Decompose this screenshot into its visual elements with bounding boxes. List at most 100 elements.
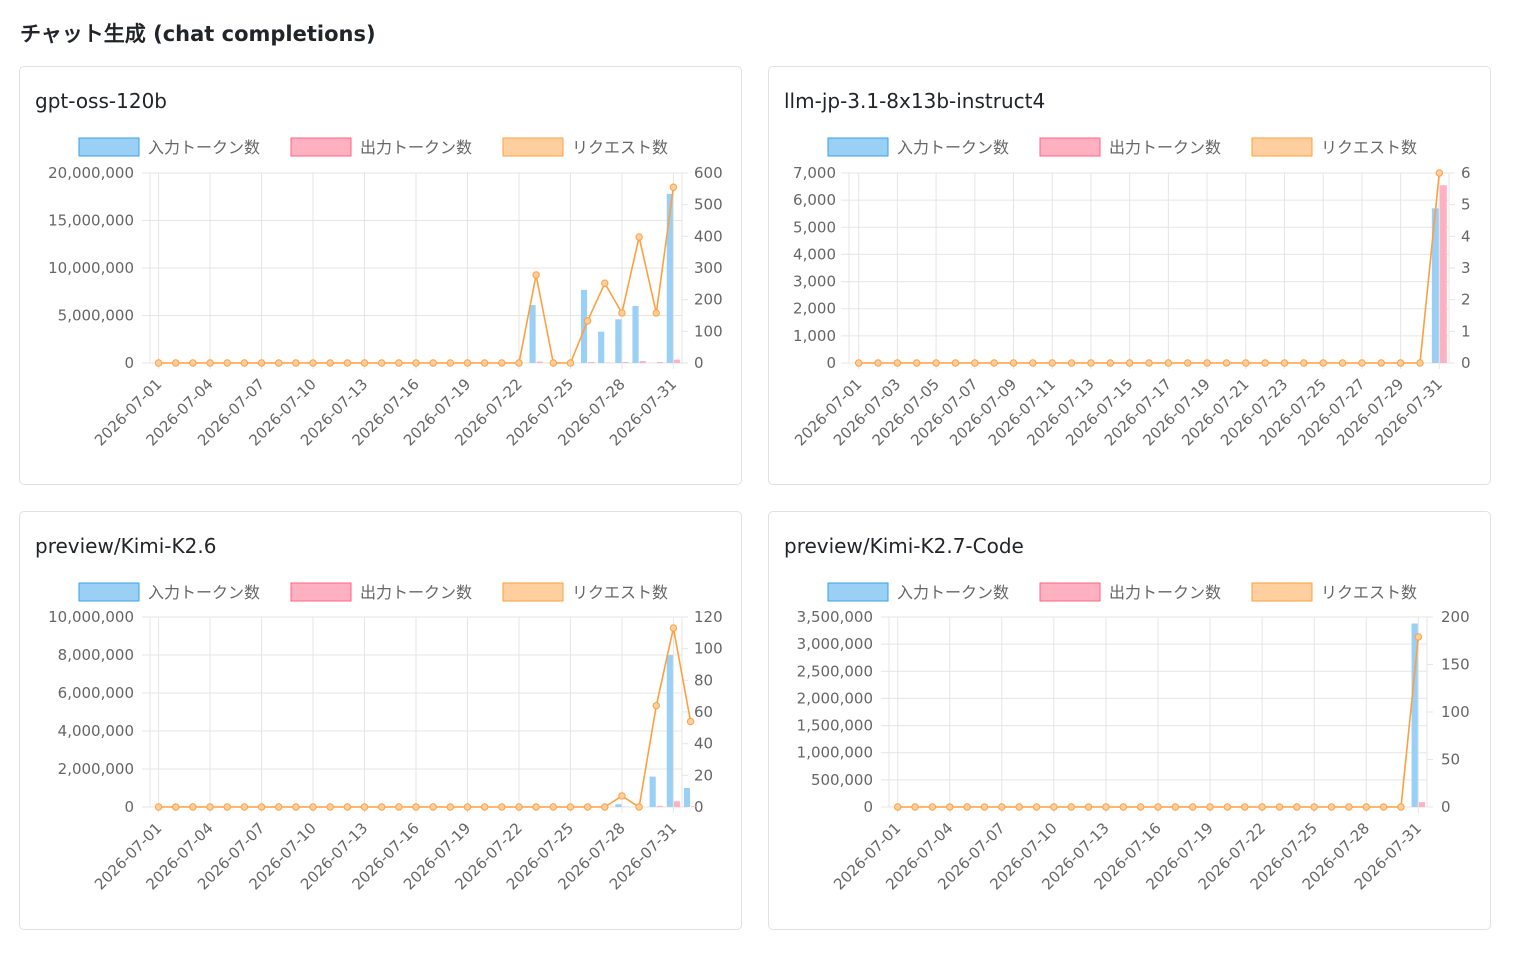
bar-output-tokens (622, 362, 629, 363)
bar-input-tokens (598, 331, 605, 363)
y-tick-label-right: 100 (1441, 703, 1470, 721)
y-tick-label-right: 5 (1461, 196, 1471, 214)
point-requests (326, 803, 334, 811)
y-tick-label-right: 1 (1461, 322, 1471, 340)
point-requests (1145, 359, 1153, 367)
bar-output-tokens (656, 362, 663, 363)
bar-output-tokens (673, 801, 681, 807)
y-tick-label-right: 0 (694, 354, 704, 372)
point-requests (893, 359, 902, 367)
legend-swatch-output (1039, 582, 1101, 602)
point-requests (189, 359, 197, 367)
point-requests (1377, 359, 1385, 367)
point-requests (1338, 359, 1347, 367)
bar-input-tokens (529, 305, 536, 363)
y-tick-label-right: 3 (1461, 259, 1471, 277)
point-requests (946, 803, 954, 811)
point-requests (1032, 803, 1041, 811)
point-requests (913, 359, 921, 367)
point-requests (669, 183, 678, 191)
chart-canvas: 入力トークン数 出力トークン数 リクエスト数 0 5,000,000 10,000,000… (48, 137, 723, 449)
point-requests (257, 359, 266, 367)
point-requests (1119, 803, 1127, 811)
bar-input-tokens (666, 193, 673, 363)
point-requests (429, 803, 437, 811)
point-requests (1125, 359, 1134, 367)
y-tick-label-right: 400 (694, 227, 723, 245)
point-requests (1106, 359, 1114, 367)
point-requests (1171, 803, 1180, 811)
y-tick-label-left: 0 (826, 354, 836, 372)
point-requests (412, 359, 420, 367)
chart-card-kimi-k2-6: preview/Kimi-K2.6 入力トークン数 出力トークン数 リクエスト数 0 2… (19, 511, 742, 930)
chart-canvas: 入力トークン数 出力トークン数 リクエスト数 0 1,000 2,000 3,000 4,00… (791, 137, 1471, 449)
point-requests (343, 803, 352, 811)
point-requests (206, 803, 214, 811)
point-requests (1206, 803, 1214, 811)
legend-swatch-input (78, 582, 140, 602)
legend-label: リクエスト数 (572, 138, 668, 157)
point-requests (446, 359, 455, 367)
point-requests (377, 359, 386, 367)
point-requests (532, 271, 540, 279)
point-requests (223, 359, 231, 367)
point-requests (206, 359, 214, 367)
point-requests (971, 359, 979, 367)
point-requests (1136, 803, 1145, 811)
point-requests (412, 803, 420, 811)
y-tick-label-left: 0 (124, 354, 134, 372)
point-requests (618, 309, 626, 317)
point-requests (1009, 359, 1018, 367)
chart-card-gpt-oss-120b: gpt-oss-120b 入力トークン数 出力トークン数 リクエスト数 0 5,000,… (19, 66, 742, 485)
point-requests (275, 803, 283, 811)
y-tick-label-left: 4,000,000 (58, 722, 134, 740)
point-requests (292, 803, 300, 811)
point-requests (583, 803, 592, 811)
y-tick-label-right: 500 (694, 196, 723, 214)
point-requests (635, 803, 643, 811)
point-requests (566, 803, 575, 811)
y-tick-label-right: 2 (1461, 291, 1471, 309)
point-requests (1048, 359, 1056, 367)
y-tick-label-left: 5,000,000 (58, 307, 134, 325)
point-requests (1102, 803, 1110, 811)
y-tick-label-right: 100 (694, 322, 723, 340)
point-requests (1362, 803, 1370, 811)
point-requests (1397, 803, 1405, 811)
y-tick-label-right: 100 (694, 640, 723, 658)
point-requests (1029, 359, 1037, 367)
legend-swatch-requests (502, 582, 564, 602)
bar-input-tokens (1431, 208, 1439, 363)
point-requests (223, 803, 231, 811)
y-tick-label-left: 1,500,000 (797, 717, 873, 735)
point-requests (1242, 359, 1250, 367)
point-requests (1319, 359, 1327, 367)
point-requests (429, 359, 437, 367)
point-requests (990, 359, 998, 367)
bar-output-tokens (639, 361, 646, 363)
bar-output-tokens (536, 361, 543, 363)
point-requests (257, 803, 266, 811)
point-requests (1241, 803, 1249, 811)
chart-canvas: 入力トークン数 出力トークン数 リクエスト数 0 500,000 1,000,000 1,5… (797, 582, 1470, 893)
line-requests (858, 172, 1441, 364)
point-requests (1275, 803, 1284, 811)
legend-label: リクエスト数 (572, 583, 668, 602)
point-requests (635, 233, 643, 241)
y-tick-label-left: 10,000,000 (48, 259, 134, 277)
point-requests (309, 359, 317, 367)
point-requests (618, 792, 626, 800)
point-requests (549, 803, 557, 811)
chart-card-kimi-k2-7-code: preview/Kimi-K2.7-Code 入力トークン数 出力トークン数 リクエ… (768, 511, 1491, 930)
y-tick-label-left: 10,000,000 (48, 608, 134, 626)
y-tick-label-right: 600 (694, 164, 723, 182)
legend-label: 出力トークン数 (1109, 583, 1221, 602)
y-tick-label-right: 40 (694, 735, 713, 753)
point-requests (652, 309, 660, 317)
point-requests (1396, 359, 1405, 367)
y-tick-label-left: 4,000 (793, 245, 836, 263)
legend-swatch-output (1039, 137, 1101, 157)
point-requests (343, 359, 352, 367)
legend-label: リクエスト数 (1321, 138, 1417, 157)
y-tick-label-left: 6,000 (793, 191, 836, 209)
